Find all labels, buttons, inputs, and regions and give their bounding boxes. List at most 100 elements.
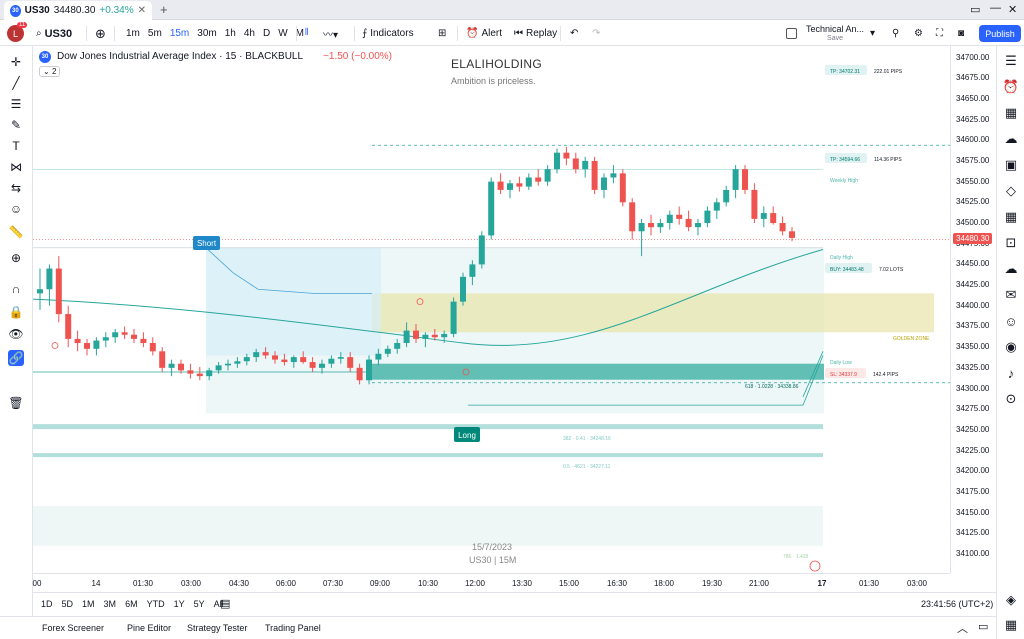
brush-icon[interactable]: ✎ xyxy=(10,118,22,132)
candle-body xyxy=(262,352,269,356)
interval-D[interactable]: D xyxy=(262,28,271,39)
trend-line-icon[interactable]: ╱ xyxy=(12,76,20,90)
grid-icon[interactable]: ▦ xyxy=(1004,209,1018,224)
quick-search-icon[interactable]: ⚲ xyxy=(892,28,900,39)
candle-body xyxy=(704,210,711,224)
bottom-tab[interactable]: Strategy Tester xyxy=(187,623,248,633)
magnet-icon[interactable]: ∩ xyxy=(11,282,21,296)
replay-button[interactable]: ⏮ Replay xyxy=(514,25,557,42)
interval-4h[interactable]: 4h xyxy=(243,28,255,39)
broadcast-icon[interactable]: ◉ xyxy=(1005,339,1017,354)
date-range-icon[interactable]: ▤ xyxy=(220,598,231,610)
interval-M[interactable]: M xyxy=(295,28,304,39)
ideas-icon[interactable]: ◇ xyxy=(1006,183,1016,198)
candles-icon[interactable]: 𝍪 xyxy=(305,27,309,38)
bottom-tab[interactable]: Pine Editor xyxy=(127,623,172,633)
hotlists-icon[interactable]: ☁ xyxy=(1004,131,1018,146)
calendar-icon[interactable]: ▣ xyxy=(1004,157,1018,172)
camera-icon[interactable]: ◙ xyxy=(958,28,965,39)
link-icon[interactable]: 🔗 xyxy=(8,350,24,366)
range-5D[interactable]: 5D xyxy=(61,599,74,609)
clock-readout[interactable]: 23:41:56 (UTC+2) xyxy=(921,599,994,609)
candle-body xyxy=(572,158,579,170)
tab-change: +0.34% xyxy=(99,5,134,16)
watchlist-icon[interactable]: ☰ xyxy=(1005,53,1017,68)
close-tab-icon[interactable]: ✕ xyxy=(137,5,146,16)
text-icon[interactable]: T xyxy=(12,139,20,153)
eye-icon[interactable]: 👁 xyxy=(8,327,24,341)
notifications-icon[interactable]: ♪ xyxy=(1007,365,1015,381)
range-5Y[interactable]: 5Y xyxy=(193,599,205,609)
minimize-icon[interactable]: — xyxy=(990,2,1001,14)
interval-30m[interactable]: 30m xyxy=(197,28,217,39)
streams-icon[interactable]: ✉ xyxy=(1005,287,1017,302)
ruler-icon[interactable]: 📏 xyxy=(8,225,24,239)
alert-button[interactable]: ⏰ Alert xyxy=(466,25,502,42)
trash-icon[interactable]: 🗑 xyxy=(8,396,24,410)
interval-W[interactable]: W xyxy=(278,28,288,39)
time-tick: 04:30 xyxy=(228,579,250,588)
gear-icon[interactable]: ⚙ xyxy=(914,28,923,39)
range-All[interactable]: All xyxy=(213,599,224,609)
alerts-clock-icon[interactable]: ⏰ xyxy=(1002,79,1020,94)
range-1M[interactable]: 1M xyxy=(82,599,95,609)
indicators-button[interactable]: ⨍ Indicators xyxy=(362,25,414,42)
window-layout-icon[interactable]: ▭ xyxy=(970,4,981,16)
candle-body xyxy=(347,357,354,368)
zoom-icon[interactable]: ⊕ xyxy=(10,251,22,265)
time-tick: 07:30 xyxy=(322,579,344,588)
layout-name[interactable]: Technical An... Save xyxy=(806,24,864,44)
new-tab-button[interactable]: + xyxy=(160,2,168,17)
chart-canvas[interactable]: Short Long TP: 34702.31 222.01 PIPS TP: 3459… xyxy=(33,46,950,573)
chart-pane[interactable]: Short Long TP: 34702.31 222.01 PIPS TP: 3459… xyxy=(33,46,950,573)
undo-icon[interactable]: ↶ xyxy=(570,28,579,39)
lock-icon[interactable]: 🔒 xyxy=(8,305,24,319)
fib-icon[interactable]: ☰ xyxy=(10,97,22,111)
time-axis[interactable]: 00 14 01:30 03:00 04:30 06:00 07:30 09:00 10:30 1… xyxy=(33,573,950,592)
candle-body xyxy=(187,370,194,374)
candle-body xyxy=(460,276,466,302)
bottom-tab[interactable]: Trading Panel xyxy=(265,623,321,633)
compare-add-icon[interactable]: ⊕ xyxy=(95,25,106,41)
emoji-icon[interactable]: ☺ xyxy=(9,202,23,216)
candle-body xyxy=(666,214,673,224)
layers-icon[interactable]: ◈ xyxy=(1006,592,1016,607)
maximize-icon[interactable]: ▭ xyxy=(978,621,989,633)
price-axis[interactable]: 34700.00 34675.00 34650.00 34625.00 34600.00… xyxy=(950,46,996,573)
range-1Y[interactable]: 1Y xyxy=(173,599,185,609)
symbol-tab[interactable]: 30 US30 34480.30 +0.34% ✕ xyxy=(4,1,152,20)
range-3M[interactable]: 3M xyxy=(103,599,117,609)
redo-icon[interactable]: ↷ xyxy=(592,28,601,39)
range-1D[interactable]: 1D xyxy=(41,599,53,609)
symbol-search[interactable]: ⌕ US30 xyxy=(36,25,72,42)
interval-15m[interactable]: 15m xyxy=(169,28,190,39)
interval-1m[interactable]: 1m xyxy=(126,28,140,39)
screener-icon[interactable]: ⊡ xyxy=(1005,235,1017,250)
templates-icon[interactable]: ⊞ xyxy=(438,28,447,39)
fullscreen-icon[interactable]: ⛶ xyxy=(936,28,943,39)
avatar[interactable]: L xyxy=(7,25,24,42)
range-6M[interactable]: 6M xyxy=(125,599,138,609)
fib-band-2 xyxy=(33,453,823,458)
publish-button[interactable]: Publish xyxy=(979,25,1021,42)
chevron-down-icon[interactable]: ▾ xyxy=(870,28,876,39)
data-window-icon[interactable]: ▦ xyxy=(1004,105,1018,120)
chat-icon[interactable]: ☺ xyxy=(1004,313,1018,329)
measure-icon[interactable]: ⇆ xyxy=(10,181,22,195)
pattern-icon[interactable]: ⋈ xyxy=(10,160,22,174)
interval-1h[interactable]: 1h xyxy=(224,28,236,39)
news-icon[interactable]: ☁ xyxy=(1004,261,1018,276)
range-YTD[interactable]: YTD xyxy=(146,599,165,609)
help-icon[interactable]: ⊙ xyxy=(1005,391,1017,406)
candle-body xyxy=(676,214,683,219)
apps-grid-icon[interactable]: ▦ xyxy=(1004,617,1018,632)
bottom-tab[interactable]: Forex Screener xyxy=(42,623,105,633)
collapse-icon[interactable]: ︿ xyxy=(957,623,968,635)
crosshair-icon[interactable]: ✛ xyxy=(10,55,22,69)
fib-label-a: 618 · 1.0228 · 34338.86 xyxy=(745,384,799,390)
close-window-icon[interactable]: ✕ xyxy=(1008,4,1018,16)
line-chart-icon[interactable]: 〰▾ xyxy=(323,30,339,41)
indicator-toggle[interactable]: ⌄ 2 xyxy=(39,66,61,77)
layout-checkbox-icon[interactable] xyxy=(786,28,797,39)
interval-5m[interactable]: 5m xyxy=(147,28,162,39)
